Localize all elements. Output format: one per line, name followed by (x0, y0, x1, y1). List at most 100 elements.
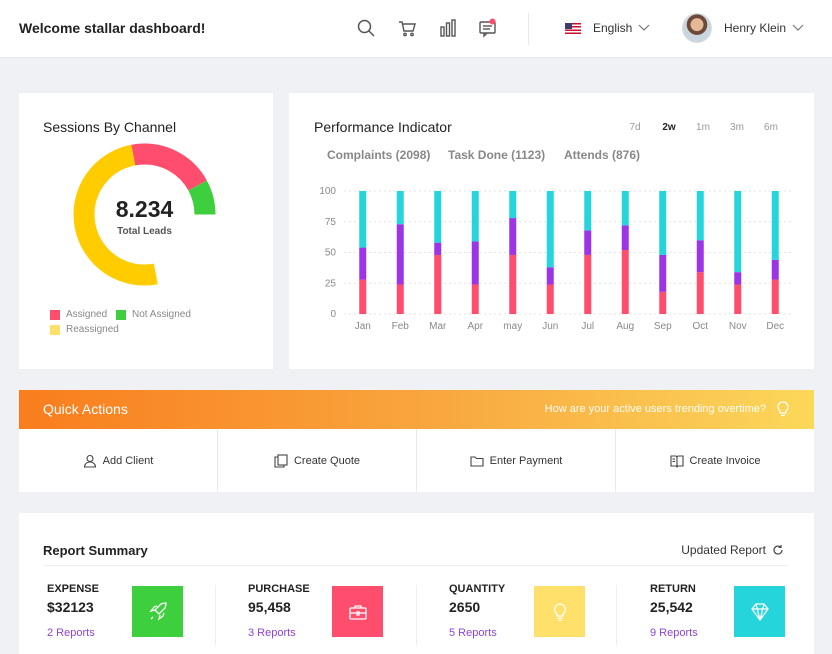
quick-actions-bar: Quick Actions How are your active users … (19, 390, 814, 429)
bar-chart-icon[interactable] (436, 16, 460, 40)
chevron-down-icon (792, 24, 804, 31)
return-reports-link[interactable]: 9 Reports (650, 627, 698, 639)
report-summary-card: Report Summary Updated Report EXPENSE $3… (19, 513, 814, 654)
legend-swatch (116, 309, 126, 320)
bar-segment-jul-2 (584, 191, 592, 231)
create-quote-button[interactable]: Create Quote (218, 429, 417, 492)
top-header: Welcome stallar dashboard! English Henry… (0, 0, 832, 58)
performance-card: Performance Indicator 7d 2w 1m 3m 6m Com… (289, 93, 814, 369)
user-menu[interactable]: Henry Klein (682, 13, 804, 43)
us-flag-icon (565, 22, 581, 34)
purchase-summary: PURCHASE 95,458 3 Reports (248, 583, 418, 653)
bar-segment-mar-2 (434, 191, 442, 243)
updated-report-label: Updated Report (681, 543, 766, 557)
y-tick-label: 25 (325, 278, 337, 289)
bar-segment-apr-2 (471, 191, 479, 242)
purchase-reports-link[interactable]: 3 Reports (248, 627, 296, 639)
performance-title: Performance Indicator (314, 119, 452, 135)
bar-segment-dec-1 (771, 259, 779, 280)
legend-label: Not Assigned (132, 309, 191, 320)
quantity-value: 2650 (449, 599, 481, 615)
report-separator (416, 585, 417, 645)
enter-payment-label: Enter Payment (489, 454, 563, 467)
bulb-icon (553, 602, 566, 621)
folder-icon (470, 455, 484, 467)
updated-report-button[interactable]: Updated Report (681, 543, 784, 557)
language-label: English (593, 21, 633, 35)
create-quote-label: Create Quote (293, 454, 361, 467)
bar-segment-sep-1 (659, 254, 667, 292)
quick-actions-title: Quick Actions (43, 401, 128, 417)
chevron-down-icon (638, 24, 650, 31)
purchase-name: PURCHASE (248, 583, 310, 595)
return-name: RETURN (650, 583, 696, 595)
quick-actions-question[interactable]: How are your active users trending overt… (544, 403, 766, 415)
x-tick-label: Jun (542, 321, 558, 332)
range-7d[interactable]: 7d (629, 122, 641, 133)
quantity-name: QUANTITY (449, 583, 506, 595)
report-divider (43, 565, 788, 566)
task-done-stat: Task Done (1123) (448, 148, 546, 162)
brand-title: Welcome stallar dashboard! (19, 20, 206, 36)
expense-reports-link[interactable]: 2 Reports (47, 627, 95, 639)
legend-label: Reassigned (66, 324, 119, 335)
user-name: Henry Klein (724, 21, 787, 35)
bar-segment-feb-0 (396, 284, 404, 314)
expense-name: EXPENSE (47, 583, 99, 595)
legend-reassigned: Reassigned (50, 324, 119, 335)
x-tick-label: Dec (766, 321, 784, 332)
bar-segment-nov-0 (734, 284, 742, 314)
diamond-icon (750, 602, 769, 621)
range-2w[interactable]: 2w (662, 122, 676, 133)
legend-label: Assigned (66, 309, 108, 320)
complaints-stat: Complaints (2098) (327, 148, 431, 162)
bar-segment-aug-1 (621, 225, 629, 251)
avatar (682, 13, 712, 43)
bar-segment-apr-0 (471, 284, 479, 314)
enter-payment-button[interactable]: Enter Payment (417, 429, 616, 492)
add-client-button[interactable]: Add Client (19, 429, 218, 492)
total-leads-value: 8.234 (115, 196, 174, 222)
report-separator (616, 585, 617, 645)
sessions-title: Sessions By Channel (43, 119, 177, 135)
donut-slice-reassigned (73, 143, 216, 286)
sessions-card: Sessions By Channel 8.234 Total Leads As… (19, 93, 273, 369)
donut-slice-not-assigned (73, 143, 216, 286)
bar-segment-nov-2 (734, 191, 742, 273)
bar-segment-dec-0 (771, 279, 779, 314)
attends-stat: Attends (876) (564, 148, 641, 162)
bar-segment-feb-1 (396, 224, 404, 285)
total-leads-label: Total Leads (117, 226, 172, 237)
create-invoice-label: Create Invoice (689, 454, 761, 467)
x-tick-label: Mar (429, 321, 447, 332)
range-1m[interactable]: 1m (696, 122, 710, 133)
return-value: 25,542 (650, 599, 693, 615)
header-divider (528, 13, 529, 45)
book-icon (669, 454, 684, 468)
range-6m[interactable]: 6m (764, 122, 778, 133)
bar-segment-feb-2 (396, 191, 404, 225)
user-icon (83, 454, 96, 468)
bar-segment-nov-1 (734, 272, 742, 285)
bar-segment-may-0 (509, 254, 517, 314)
x-tick-label: Jul (581, 321, 594, 332)
y-tick-label: 50 (325, 248, 337, 259)
bar-segment-dec-2 (771, 191, 779, 260)
performance-bar-chart: 100 75 50 25 0 Jan Feb Mar Apr may Jun Jul Aug Sep Oct… (319, 186, 794, 332)
create-invoice-button[interactable]: Create Invoice (616, 429, 814, 492)
quantity-reports-link[interactable]: 5 Reports (449, 627, 497, 639)
bar-segment-jan-0 (359, 279, 367, 314)
message-icon[interactable] (476, 16, 500, 40)
legend-assigned: Assigned (50, 309, 107, 320)
bar-segment-may-1 (509, 218, 517, 255)
bar-segment-jan-2 (359, 191, 367, 248)
cart-icon[interactable] (395, 16, 419, 40)
briefcase-icon (348, 604, 367, 620)
x-tick-label: Jan (355, 321, 371, 332)
language-selector[interactable]: English (565, 21, 650, 35)
search-icon[interactable] (354, 16, 378, 40)
range-3m[interactable]: 3m (730, 122, 744, 133)
bar-segment-oct-0 (696, 272, 704, 314)
purchase-value: 95,458 (248, 599, 291, 615)
range-tabs: 7d 2w 1m 3m 6m (618, 122, 788, 133)
